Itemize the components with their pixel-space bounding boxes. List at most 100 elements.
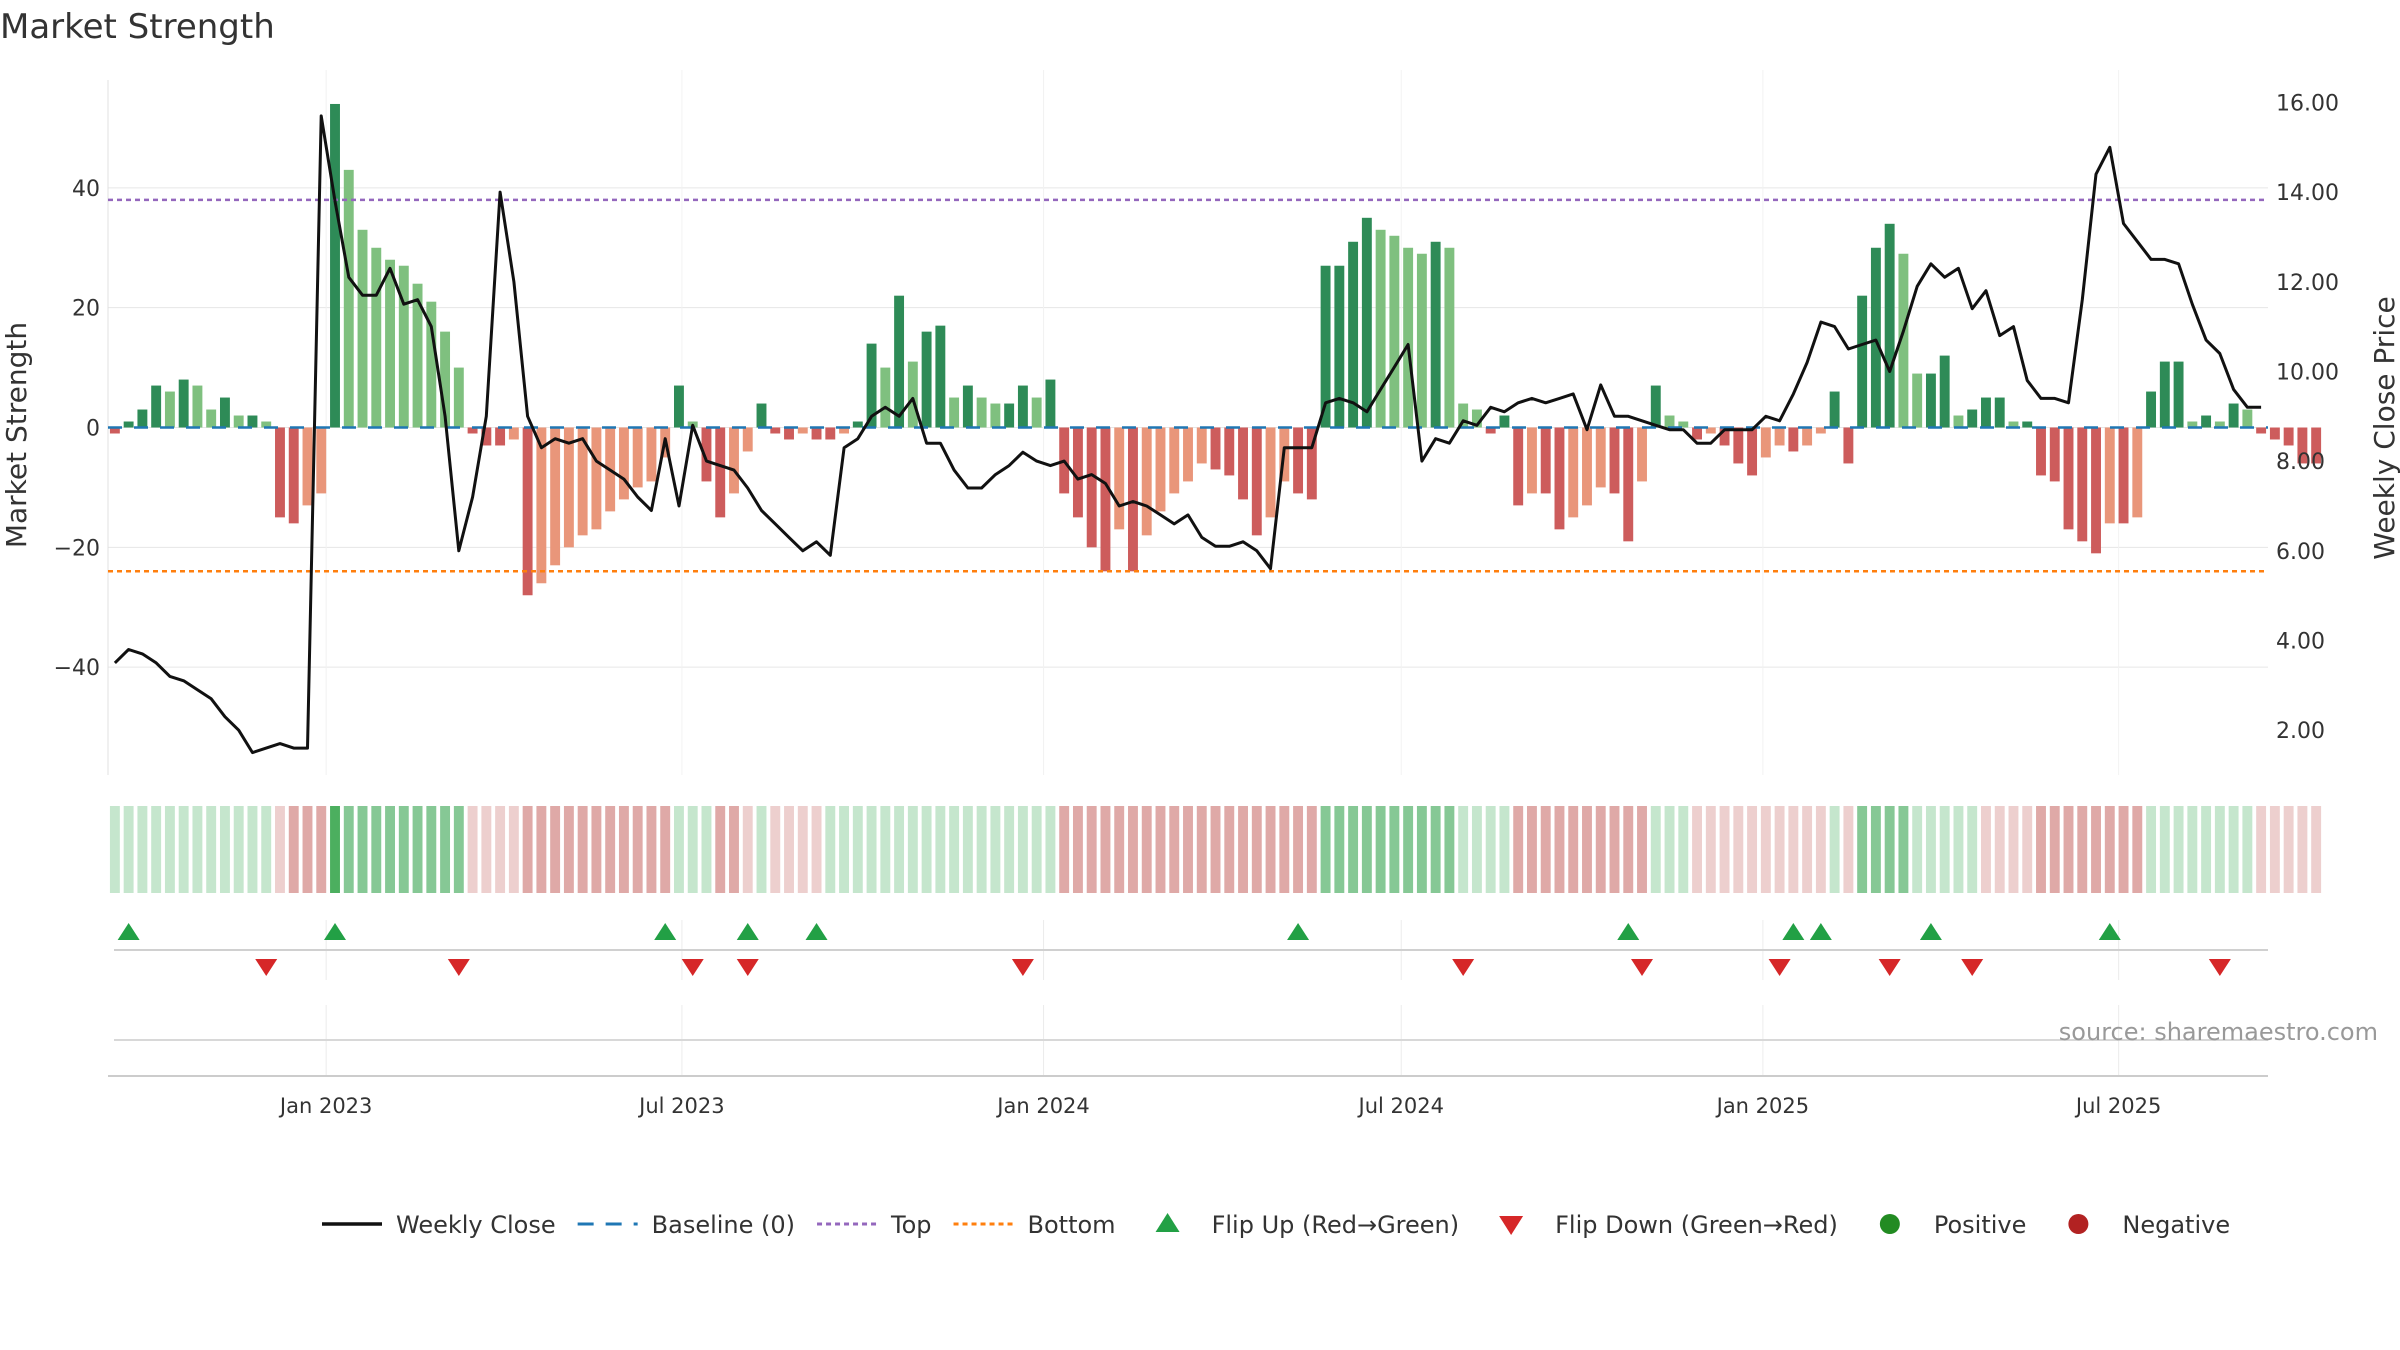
heat-cell [1857,806,1868,893]
heat-cell [1471,806,1482,893]
strength-bar [701,427,712,482]
heat-cell [1760,806,1771,893]
heat-cell [288,806,299,893]
strength-bar [1733,427,1744,464]
strength-bar [591,427,602,530]
heat-cell [825,806,836,893]
strength-bar [2022,421,2033,428]
strength-bar [467,427,478,434]
strength-bar [894,295,905,428]
heat-cell [1238,806,1248,893]
heat-cell [357,806,368,893]
heat-cell [1705,806,1716,893]
heat-cell [1004,806,1015,893]
flip-up-marker [736,923,759,940]
strength-bar [577,427,588,536]
heat-cell [275,806,285,893]
heat-cell [1774,806,1785,893]
heat-cell [2049,806,2060,893]
strength-bar [742,427,753,452]
heat-cell [1141,806,1152,893]
right-tick-label: 8.00 [2276,450,2325,475]
strength-bar [1348,241,1359,428]
heat-cell [1513,806,1524,893]
legend-label: Negative [2122,1211,2230,1239]
legend-swatch-triangle-down [1499,1216,1524,1235]
heat-cell [2311,806,2322,893]
strength-bar [1004,403,1015,428]
strength-bar [1031,397,1042,428]
heat-cell [907,806,918,893]
heat-cell [1114,806,1125,893]
strength-bar [109,427,120,434]
strength-bar [825,427,836,440]
heat-cell [398,806,409,893]
strength-bar [385,259,395,428]
strength-bar [907,361,918,428]
heat-cell [151,806,162,893]
strength-bar [550,427,561,566]
flip-up-marker [1782,923,1805,940]
strength-bar [2187,421,2198,428]
heat-cell [784,806,794,893]
weekly-close-line [113,114,2262,755]
strength-bar [1444,247,1455,428]
flip-down-marker [681,959,704,976]
strength-bar [1760,427,1771,458]
heat-cell [1499,806,1510,893]
strength-bar [2269,427,2280,440]
heat-cell [1306,806,1317,893]
strength-bar [770,427,781,434]
strength-bar [2008,421,2019,428]
heat-cell [1637,806,1647,893]
strength-bar [1072,427,1083,518]
right-tick-label: 6.00 [2276,540,2325,565]
strength-bar [261,421,272,428]
strength-bar [2118,427,2129,524]
heat-cell [1802,806,1813,893]
heat-cell [1829,806,1840,893]
heat-cell [2104,806,2115,893]
date-tick-label: Jan 2025 [1715,1094,1810,1118]
strength-bar [2297,427,2308,464]
flip-up-marker [1617,923,1640,940]
heat-cell [2077,806,2088,893]
heat-cell [1526,806,1537,893]
heat-cell [247,806,258,893]
left-axis-label: Market Strength [0,322,33,548]
strength-bar [1293,427,1304,494]
heat-cell [2242,806,2253,893]
strength-bar [536,427,547,584]
legend-item: Negative [2068,1211,2230,1239]
heat-cell [1320,806,1331,893]
heat-cell [1348,806,1359,893]
strength-bar [1416,253,1427,428]
strength-bar [646,427,657,482]
heat-cell [412,806,423,893]
heat-cell [1389,806,1400,893]
heat-cell [2228,806,2239,893]
heat-cell [1870,806,1881,893]
heat-cell [632,806,643,893]
heat-cell [1430,806,1441,893]
flip-down-marker [447,959,470,976]
legend-item: Top [817,1211,932,1239]
heat-cell [976,806,987,893]
heat-cell [797,806,808,893]
heat-cell [1155,806,1166,893]
heat-cell [770,806,781,893]
strength-bar [1430,241,1441,428]
heat-cell [1059,806,1070,893]
left-tick-label: 0 [86,417,100,442]
strength-bar [2077,427,2088,542]
heat-cell [880,806,891,893]
date-tick-label: Jul 2025 [2074,1094,2161,1118]
left-axis-ticks: 40 20 0 −20 −40 [54,177,100,681]
strength-bar [1857,295,1868,428]
legend-item: Baseline (0) [577,1211,795,1239]
heat-cell [1994,806,2005,893]
heat-cell [1086,806,1097,893]
date-axis: Jan 2023 Jul 2023 Jan 2024 Jul 2024 Jan 2025… [278,1094,2161,1118]
strength-bar [1265,427,1276,518]
left-tick-label: −40 [54,656,100,681]
